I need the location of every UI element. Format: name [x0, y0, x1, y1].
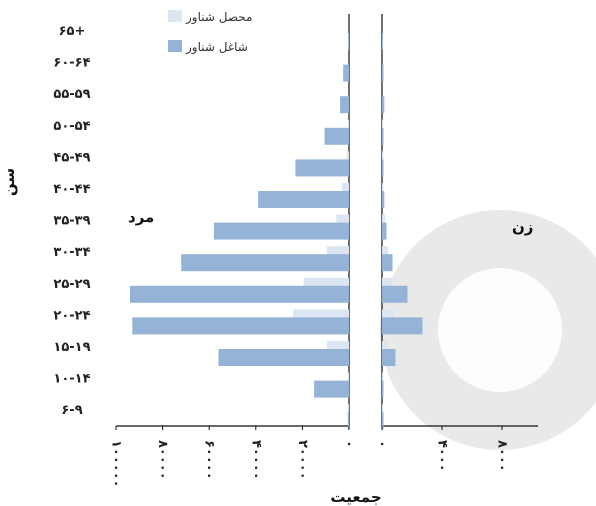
- male-x-tick-label: ۸۰۰۰۰: [155, 440, 170, 480]
- x-tick-labels: ۰ ۲۰۰۰۰ ۴۰۰۰۰ ۶۰۰۰۰ ۸۰۰۰۰ ۱۰۰۰۰۰ ۰ ۴۰۰۰ ۸۰۰۰: [109, 426, 510, 488]
- panel-label-male: مرد: [128, 208, 154, 226]
- panel-label-female: زن: [512, 218, 533, 236]
- age-category-label: ۱۵-۱۹: [53, 340, 90, 355]
- bar-male-worker: [348, 33, 349, 50]
- age-category-label: ۶۰-۶۴: [53, 56, 90, 71]
- bar-female-worker: [382, 64, 384, 82]
- female-x-tick-label: ۰: [375, 440, 390, 448]
- age-category-label: ۶-۹: [61, 403, 82, 418]
- age-category-label: ۴۰-۴۴: [53, 182, 90, 197]
- age-category-label: ۱۰-۱۴: [53, 372, 90, 387]
- bar-female-worker: [382, 317, 423, 335]
- bar-female-worker: [382, 222, 387, 240]
- bar-female-worker: [382, 380, 384, 398]
- bar-male-worker: [340, 96, 349, 114]
- bar-male-worker: [132, 317, 349, 335]
- age-category-label: ۲۵-۲۹: [53, 277, 90, 292]
- legend: محصل شناور شاغل شناور: [168, 10, 252, 55]
- male-x-tick-label: ۲۰۰۰۰: [295, 440, 310, 480]
- male-x-tick-label: ۰: [342, 440, 357, 448]
- age-category-label: ۵۵-۵۹: [53, 87, 90, 102]
- legend-label-worker: شاغل شناور: [185, 40, 248, 55]
- bar-male-worker: [343, 64, 349, 82]
- bar-male-worker: [218, 349, 349, 366]
- age-category-labels: ۶-۹ ۱۰-۱۴ ۱۵-۱۹ ۲۰-۲۴ ۲۵-۲۹ ۳۰-۳۴ ۳۵-۳۹ ۴۰-۴۴ ۴۵…: [53, 24, 90, 418]
- bar-female-worker: [382, 96, 385, 114]
- bar-male-worker: [213, 222, 349, 240]
- bar-female-worker: [382, 285, 408, 303]
- female-bars: [382, 33, 423, 430]
- bar-female-worker: [382, 191, 385, 208]
- bar-female-worker: [382, 349, 396, 366]
- bar-male-worker: [130, 285, 349, 303]
- bar-male-worker: [347, 412, 349, 430]
- female-x-tick-label: ۸۰۰۰: [495, 440, 510, 472]
- male-x-tick-label: ۱۰۰۰۰۰: [109, 440, 124, 488]
- bar-female-worker: [382, 254, 393, 272]
- x-axis-title: جمعیت: [330, 488, 381, 506]
- male-x-tick-label: ۴۰۰۰۰: [248, 440, 263, 480]
- y-axis-title: سن: [0, 168, 18, 196]
- bar-male-worker: [181, 254, 349, 272]
- legend-swatch-student: [168, 10, 182, 22]
- male-bars: [130, 33, 350, 430]
- female-x-tick-label: ۴۰۰۰: [435, 440, 450, 472]
- legend-label-student: محصل شناور: [185, 10, 252, 25]
- bar-female-worker: [382, 33, 383, 50]
- age-category-label: ۴۵-۴۹: [53, 150, 90, 165]
- age-category-label: ۳۵-۳۹: [53, 214, 90, 229]
- age-category-label: ۲۰-۲۴: [53, 308, 90, 323]
- bar-female-worker: [382, 127, 384, 145]
- bar-male-worker: [314, 380, 350, 398]
- bar-male-worker: [324, 127, 349, 145]
- bar-female-worker: [382, 159, 384, 177]
- bar-female-worker: [382, 412, 384, 430]
- male-x-tick-label: ۶۰۰۰۰: [202, 440, 217, 480]
- age-category-label: ۶۵+: [59, 24, 86, 39]
- watermark-logo-inner: [438, 268, 562, 392]
- bar-male-worker: [258, 191, 349, 208]
- age-category-label: ۵۰-۵۴: [53, 119, 90, 134]
- age-category-label: ۳۰-۳۴: [53, 245, 90, 260]
- bar-male-worker: [295, 159, 349, 177]
- legend-swatch-worker: [168, 40, 182, 52]
